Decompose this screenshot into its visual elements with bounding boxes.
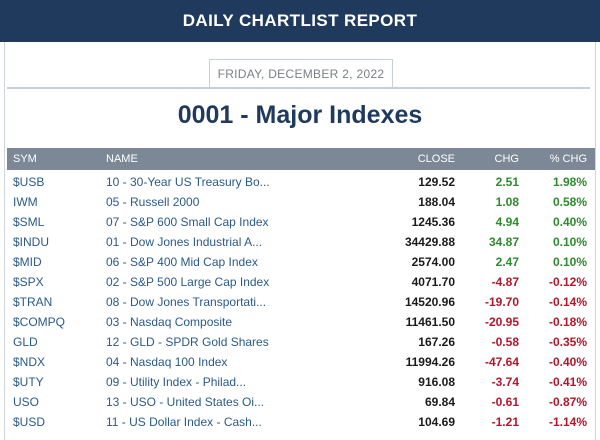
percent-change-value: -0.40% xyxy=(548,355,587,369)
close-value: 4071.70 xyxy=(411,275,455,289)
percent-change-value: -0.18% xyxy=(548,315,587,329)
change-value: -0.61 xyxy=(491,395,519,409)
name-link[interactable]: 09 - Utility Index - Philad... xyxy=(106,375,247,389)
close-value: 104.69 xyxy=(418,415,455,429)
close-value: 11461.50 xyxy=(405,315,455,329)
change-value: -4.87 xyxy=(491,275,519,289)
change-value: 2.47 xyxy=(495,255,519,269)
name-link[interactable]: 03 - Nasdaq Composite xyxy=(106,315,233,329)
report-panel xyxy=(4,42,596,440)
table-row[interactable]: $COMPQ 03 - Nasdaq Composite 11461.50 -20.9… xyxy=(7,312,595,332)
report-header: DAILY CHARTLIST REPORT xyxy=(0,0,600,42)
close-value: 188.04 xyxy=(418,195,455,209)
name-link[interactable]: 08 - Dow Jones Transportati... xyxy=(106,295,267,309)
table-row[interactable]: $NDX 04 - Nasdaq 100 Index 11994.26 -47.64 -… xyxy=(7,352,595,372)
table-row[interactable]: $TRAN 08 - Dow Jones Transportati... 14520… xyxy=(7,292,595,312)
symbol-link[interactable]: $SML xyxy=(13,215,45,229)
name-link[interactable]: 11 - US Dollar Index - Cash... xyxy=(106,415,262,429)
symbol-link[interactable]: $UTY xyxy=(13,375,44,389)
name-link[interactable]: 07 - S&P 600 Small Cap Index xyxy=(106,215,269,229)
table-row[interactable]: $USD 11 - US Dollar Index - Cash... 104.69… xyxy=(7,412,595,432)
table-row[interactable]: $UTY 09 - Utility Index - Philad... 916.08… xyxy=(7,372,595,392)
symbol-link[interactable]: $NDX xyxy=(13,355,46,369)
column-header-sym[interactable]: SYM xyxy=(13,153,37,165)
name-link[interactable]: 04 - Nasdaq 100 Index xyxy=(106,355,228,369)
symbol-link[interactable]: $COMPQ xyxy=(13,315,66,329)
table-body: $USB 10 - 30-Year US Treasury Bo... 129.52… xyxy=(7,172,595,432)
symbol-link[interactable]: $MID xyxy=(13,255,42,269)
change-value: 1.08 xyxy=(495,195,519,209)
change-value: -47.64 xyxy=(484,355,519,369)
change-value: 2.51 xyxy=(495,175,519,189)
name-link[interactable]: 12 - GLD - SPDR Gold Shares xyxy=(106,335,269,349)
change-value: -3.74 xyxy=(491,375,519,389)
name-link[interactable]: 01 - Dow Jones Industrial A... xyxy=(106,235,263,249)
table-row[interactable]: IWM 05 - Russell 2000 188.04 1.08 0.58% xyxy=(7,192,595,212)
change-value: -20.95 xyxy=(484,315,519,329)
close-value: 69.84 xyxy=(424,395,455,409)
table-row[interactable]: GLD 12 - GLD - SPDR Gold Shares 167.26 -0.5… xyxy=(7,332,595,352)
symbol-link[interactable]: $TRAN xyxy=(13,295,53,309)
change-value: -0.58 xyxy=(491,335,519,349)
close-value: 916.08 xyxy=(418,375,455,389)
percent-change-value: -0.35% xyxy=(548,335,587,349)
percent-change-value: -0.41% xyxy=(548,375,587,389)
chartlist-title: 0001 - Major Indexes xyxy=(177,101,423,129)
percent-change-value: 0.40% xyxy=(552,215,587,229)
symbol-link[interactable]: GLD xyxy=(13,335,38,349)
symbol-link[interactable]: $USB xyxy=(13,175,45,189)
column-header-chg[interactable]: CHG xyxy=(494,153,519,165)
report-date: FRIDAY, DECEMBER 2, 2022 xyxy=(209,59,393,87)
column-header-pct-chg[interactable]: % CHG xyxy=(549,153,587,165)
close-value: 1245.36 xyxy=(411,215,455,229)
name-link[interactable]: 02 - S&P 500 Large Cap Index xyxy=(106,275,270,289)
percent-change-value: -0.12% xyxy=(548,275,587,289)
percent-change-value: 0.10% xyxy=(552,255,587,269)
symbol-link[interactable]: $USD xyxy=(13,415,46,429)
percent-change-value: -1.14% xyxy=(548,415,587,429)
column-header-name[interactable]: NAME xyxy=(106,153,138,165)
change-value: 4.94 xyxy=(495,215,519,229)
change-value: 34.87 xyxy=(488,235,519,249)
table-row[interactable]: $SML 07 - S&P 600 Small Cap Index 1245.36 4… xyxy=(7,212,595,232)
table-row[interactable]: $MID 06 - S&P 400 Mid Cap Index 2574.00 2.4… xyxy=(7,252,595,272)
name-link[interactable]: 06 - S&P 400 Mid Cap Index xyxy=(106,255,258,269)
name-link[interactable]: 10 - 30-Year US Treasury Bo... xyxy=(106,175,270,189)
name-link[interactable]: 13 - USO - United States Oi... xyxy=(106,395,265,409)
percent-change-value: 0.10% xyxy=(552,235,587,249)
percent-change-value: -0.14% xyxy=(548,295,587,309)
table-header: SYM NAME CLOSE CHG % CHG xyxy=(7,148,595,170)
table-row[interactable]: USO 13 - USO - United States Oi... 69.84 -0… xyxy=(7,392,595,412)
percent-change-value: -0.87% xyxy=(548,395,587,409)
percent-change-value: 0.58% xyxy=(552,195,587,209)
symbol-link[interactable]: USO xyxy=(13,395,40,409)
symbol-link[interactable]: IWM xyxy=(13,195,38,209)
report-header-title: DAILY CHARTLIST REPORT xyxy=(182,11,418,30)
date-divider xyxy=(7,87,590,89)
close-value: 11994.26 xyxy=(405,355,455,369)
table-row[interactable]: $SPX 02 - S&P 500 Large Cap Index 4071.70 -… xyxy=(7,272,595,292)
change-value: -19.70 xyxy=(484,295,519,309)
table-row[interactable]: $USB 10 - 30-Year US Treasury Bo... 129.52… xyxy=(7,172,595,192)
change-value: -1.21 xyxy=(491,415,519,429)
symbol-link[interactable]: $INDU xyxy=(13,235,50,249)
table-row[interactable]: $INDU 01 - Dow Jones Industrial A... 34429… xyxy=(7,232,595,252)
percent-change-value: 1.98% xyxy=(552,175,587,189)
close-value: 167.26 xyxy=(418,335,455,349)
column-header-close[interactable]: CLOSE xyxy=(417,153,455,165)
name-link[interactable]: 05 - Russell 2000 xyxy=(106,195,200,209)
close-value: 129.52 xyxy=(418,175,455,189)
close-value: 34429.88 xyxy=(404,235,455,249)
symbol-link[interactable]: $SPX xyxy=(13,275,44,289)
close-value: 14520.96 xyxy=(404,295,455,309)
close-value: 2574.00 xyxy=(411,255,455,269)
